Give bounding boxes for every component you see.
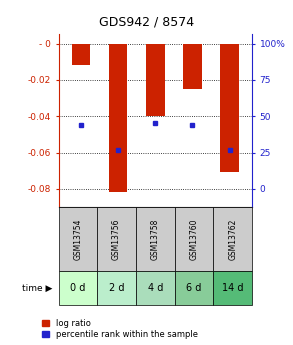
Legend: log ratio, percentile rank within the sample: log ratio, percentile rank within the sa… [42, 319, 197, 339]
Text: 6 d: 6 d [186, 283, 202, 293]
Text: time ▶: time ▶ [22, 284, 53, 293]
Bar [71, 43, 90, 65]
Bar [183, 43, 202, 89]
Bar [146, 43, 165, 116]
Text: GSM13760: GSM13760 [190, 218, 198, 260]
Text: 2 d: 2 d [109, 283, 124, 293]
Text: 14 d: 14 d [222, 283, 243, 293]
Text: 4 d: 4 d [148, 283, 163, 293]
Bar [109, 43, 127, 193]
Bar [220, 43, 239, 172]
Text: GSM13758: GSM13758 [151, 218, 160, 259]
Text: GSM13754: GSM13754 [74, 218, 82, 260]
Text: GSM13756: GSM13756 [112, 218, 121, 260]
Text: GSM13762: GSM13762 [228, 218, 237, 259]
Text: GDS942 / 8574: GDS942 / 8574 [99, 16, 194, 29]
Text: 0 d: 0 d [70, 283, 86, 293]
